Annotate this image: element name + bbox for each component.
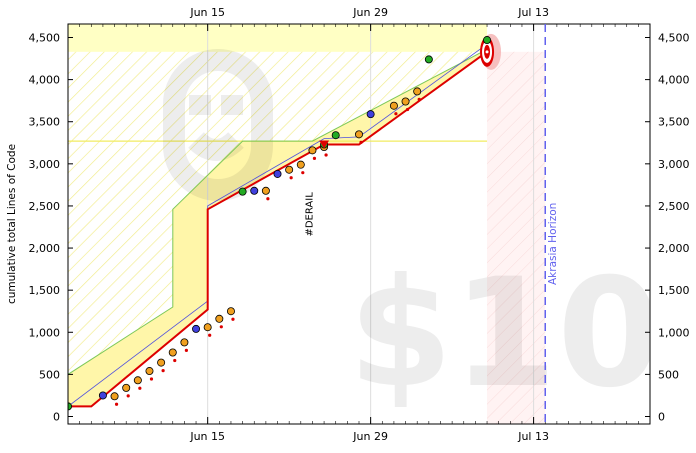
y-tick-label-right: 3,500 [658, 116, 690, 129]
plot-area: $10 [68, 24, 661, 424]
upper-boundary-line [68, 48, 488, 375]
y-tick-label: 1,500 [29, 284, 61, 297]
raw-datapoint [359, 140, 363, 144]
raw-datapoint [394, 112, 398, 116]
x-tick-label-top: Jun 29 [352, 6, 388, 19]
raw-datapoint [231, 317, 235, 321]
y-tick-label: 2,000 [29, 242, 61, 255]
raw-datapoint [138, 386, 142, 390]
raw-datapoint [208, 333, 212, 337]
raw-datapoint [324, 153, 328, 157]
datapoint [226, 307, 235, 316]
raw-datapoint [126, 394, 130, 398]
datapoint [180, 338, 189, 347]
raw-datapoint [114, 402, 119, 406]
bright-red-line [68, 50, 488, 408]
top-band [68, 24, 488, 52]
y-tick-label: 4,500 [29, 32, 61, 45]
datapoint [331, 131, 340, 140]
datapoint [168, 348, 177, 357]
datapoint [110, 392, 119, 401]
raw-datapoint [219, 325, 223, 329]
datapoint [261, 186, 270, 195]
raw-datapoint [149, 377, 154, 381]
yellow-brick-road [68, 49, 487, 407]
pledge-watermark: $10 [348, 247, 661, 421]
datapoint [483, 36, 492, 45]
y-tick-label: 0 [53, 411, 60, 424]
datapoint [250, 186, 259, 195]
raw-datapoint [405, 107, 410, 112]
akrasia-horizon-label: Akrasia Horizon [547, 203, 559, 285]
datapoint [273, 169, 282, 178]
raw-datapoint [184, 348, 188, 352]
datapoint [122, 383, 131, 392]
y-tick-label: 3,000 [29, 158, 61, 171]
datapoint [215, 314, 224, 323]
datapoint [285, 165, 294, 174]
y-axis-label: cumulative total Lines of Code [6, 144, 18, 304]
raw-datapoint [301, 171, 305, 175]
x-tick-label: Jun 15 [189, 430, 225, 443]
datapoint [145, 367, 154, 376]
datapoint [413, 87, 422, 96]
datapoint [424, 55, 433, 64]
datapoint [133, 376, 142, 385]
derail-annotation: #DERAIL [304, 192, 315, 237]
datapoint [192, 324, 201, 333]
datapoint [203, 323, 212, 332]
y-tick-label-right: 500 [658, 368, 679, 381]
goal-center [485, 50, 489, 54]
y-tick-label-right: 2,500 [658, 200, 690, 213]
raw-datapoint [161, 368, 165, 373]
y-tick-label-right: 2,000 [658, 242, 690, 255]
datapoint [98, 391, 107, 400]
center-line [68, 43, 488, 407]
raw-datapoint [417, 97, 421, 102]
raw-datapoint [312, 156, 317, 160]
y-tick-label-right: 3,000 [658, 158, 690, 171]
y-tick-label-right: 0 [658, 411, 665, 424]
raw-datapoint [289, 176, 293, 180]
derail-marker-icon [319, 140, 330, 149]
y-tick-label-right: 1,000 [658, 326, 690, 339]
raw-datapoint [266, 197, 270, 201]
datapoint [354, 130, 363, 139]
raw-datapoint [173, 358, 177, 363]
x-tick-label-top: Jul 13 [517, 6, 549, 19]
y-tick-label-right: 1,500 [658, 284, 690, 297]
datapoint [238, 187, 247, 196]
y-tick-label: 1,000 [29, 326, 61, 339]
datapoint [296, 160, 305, 169]
y-tick-label: 4,000 [29, 74, 61, 87]
x-tick-label: Jun 29 [352, 430, 388, 443]
datapoint [401, 97, 410, 106]
y-tick-label: 2,500 [29, 200, 61, 213]
smiley-watermark-icon [163, 49, 273, 201]
y-tick-label: 500 [39, 368, 60, 381]
x-tick-label: Jul 13 [517, 430, 549, 443]
datapoint [308, 146, 317, 155]
y-tick-label: 3,500 [29, 116, 61, 129]
datapoint [157, 358, 166, 367]
y-tick-label-right: 4,000 [658, 74, 690, 87]
future-region-hatch [487, 51, 546, 424]
datapoint [389, 101, 398, 110]
y-tick-label-right: 4,500 [658, 32, 690, 45]
x-tick-label-top: Jun 15 [189, 6, 225, 19]
datapoint [366, 110, 375, 119]
